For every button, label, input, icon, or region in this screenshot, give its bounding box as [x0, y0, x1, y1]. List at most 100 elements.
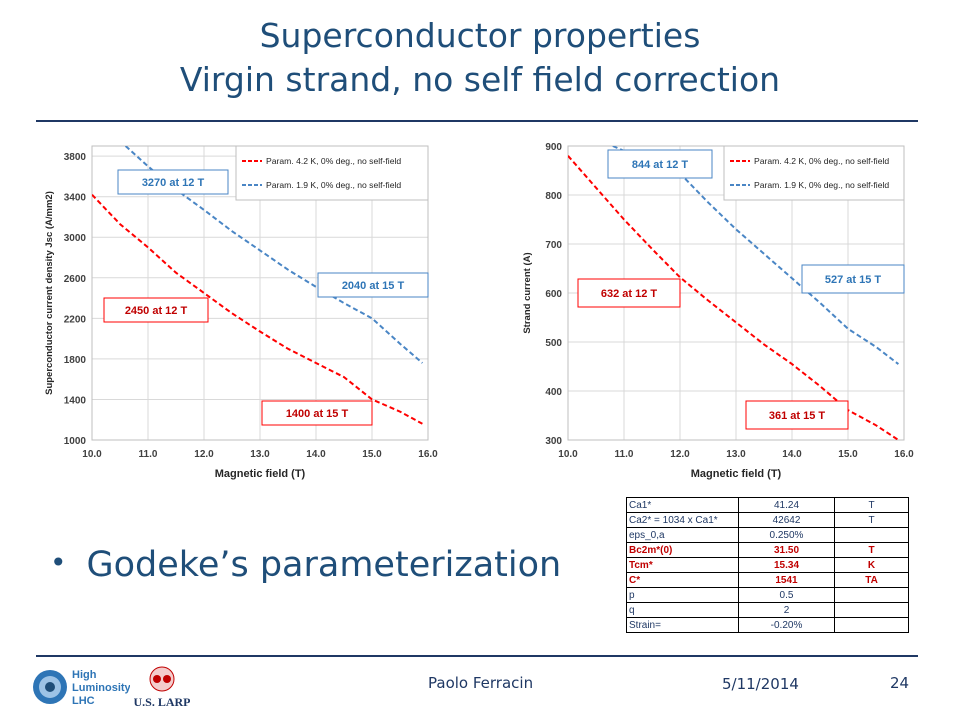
param-value: 42642	[738, 512, 835, 528]
param-unit	[834, 527, 909, 543]
x-tick-label: 14.0	[306, 449, 326, 460]
param-unit	[834, 602, 909, 618]
param-name: C*	[626, 572, 739, 588]
legend-entry: Param. 4.2 K, 0% deg., no self-field	[266, 156, 401, 166]
data-label: 844 at 12 T	[632, 159, 689, 171]
bullet-text: Godeke’s parameterization	[86, 545, 562, 585]
param-value: -0.20%	[738, 617, 835, 633]
table-row: eps_0,a 0.250%	[626, 527, 909, 543]
annotation-box	[607, 149, 713, 179]
x-tick-label: 12.0	[194, 449, 214, 460]
bullet-item: • Godeke’s parameterization	[50, 545, 561, 585]
series-line-red	[92, 194, 423, 425]
footer-divider	[36, 655, 918, 657]
param-value: 31.50	[738, 542, 835, 558]
x-tick-label: 16.0	[894, 449, 914, 460]
table-row: Ca1* 41.24 T	[626, 497, 909, 513]
slide-title: Superconductor properties Virgin strand,…	[0, 14, 960, 102]
y-tick-label: 900	[545, 142, 562, 153]
table-row: Tcm* 15.34 K	[626, 557, 909, 573]
table-row: Ca2* = 1034 x Ca1* 42642 T	[626, 512, 909, 528]
param-value: 0.5	[738, 587, 835, 603]
y-axis-label: Superconductor current density Jsc (A/mm…	[44, 191, 55, 395]
x-tick-label: 15.0	[362, 449, 382, 460]
param-value: 15.34	[738, 557, 835, 573]
logo-larp-text: U.S. LARP	[134, 695, 190, 709]
x-tick-label: 10.0	[558, 449, 578, 460]
param-unit: T	[834, 512, 909, 528]
y-axis-label: Strand current (A)	[522, 252, 533, 333]
data-label: 361 at 15 T	[769, 410, 826, 422]
y-tick-label: 2200	[64, 314, 87, 325]
y-tick-label: 500	[545, 338, 562, 349]
param-name: Ca2* = 1034 x Ca1*	[626, 512, 739, 528]
x-tick-label: 13.0	[250, 449, 270, 460]
annotation-box	[317, 272, 429, 298]
x-tick-label: 12.0	[670, 449, 690, 460]
title-line-1: Superconductor properties	[259, 16, 701, 55]
x-tick-label: 13.0	[726, 449, 746, 460]
y-tick-label: 1400	[64, 395, 87, 406]
data-label: 527 at 15 T	[825, 274, 882, 286]
logo-lhc-line3: LHC	[72, 695, 95, 707]
logo-lhc-line2: Luminosity	[72, 682, 130, 694]
x-tick-label: 14.0	[782, 449, 802, 460]
param-name: Tcm*	[626, 557, 739, 573]
y-tick-label: 1000	[64, 436, 87, 447]
param-name: Bc2m*(0)	[626, 542, 739, 558]
title-divider	[36, 120, 918, 122]
annotation-box	[745, 400, 849, 430]
title-line-2: Virgin strand, no self field correction	[179, 60, 781, 99]
series-line-blue	[612, 146, 900, 365]
data-label: 2450 at 12 T	[125, 305, 188, 317]
x-tick-label: 11.0	[615, 449, 634, 460]
param-unit	[834, 617, 909, 633]
param-value: 1541	[738, 572, 835, 588]
y-tick-label: 2600	[64, 274, 87, 285]
param-name: q	[626, 602, 739, 618]
y-tick-label: 1800	[64, 355, 87, 366]
annotation-box	[117, 169, 229, 195]
param-unit	[834, 587, 909, 603]
y-tick-label: 800	[545, 191, 562, 202]
us-larp-logo: U.S. LARP	[134, 666, 190, 709]
table-row: p 0.5	[626, 587, 909, 603]
y-tick-label: 300	[545, 436, 562, 447]
data-label: 1400 at 15 T	[286, 408, 349, 420]
param-value: 2	[738, 602, 835, 618]
param-name: eps_0,a	[626, 527, 739, 543]
footer-author: Paolo Ferracin	[428, 674, 534, 692]
y-tick-label: 600	[545, 289, 562, 300]
logo-lhc-line1: High	[72, 669, 97, 681]
param-name: Strain=	[626, 617, 739, 633]
param-value: 41.24	[738, 497, 835, 513]
page-number: 24	[890, 674, 910, 692]
data-label: 3270 at 12 T	[142, 177, 205, 189]
legend-box	[235, 145, 429, 201]
x-axis-label: Magnetic field (T)	[215, 468, 306, 480]
x-axis-label: Magnetic field (T)	[691, 468, 782, 480]
x-tick-label: 16.0	[418, 449, 438, 460]
legend-entry: Param. 1.9 K, 0% deg., no self-field	[266, 180, 401, 190]
param-unit: TA	[834, 572, 909, 588]
table-row: Bc2m*(0) 31.50 T	[626, 542, 909, 558]
param-unit: T	[834, 497, 909, 513]
footer-date: 5/11/2014	[722, 675, 799, 693]
y-tick-label: 3000	[64, 233, 87, 244]
annotation-box	[103, 297, 209, 323]
data-label: 2040 at 15 T	[342, 280, 405, 292]
x-tick-label: 10.0	[82, 449, 102, 460]
x-tick-label: 11.0	[139, 449, 158, 460]
param-unit: T	[834, 542, 909, 558]
bullet-dot: •	[50, 546, 67, 579]
table-row: C* 1541 TA	[626, 572, 909, 588]
hl-lhc-logo: High Luminosity LHC	[33, 669, 130, 707]
annotation-box	[261, 400, 373, 426]
data-label: 632 at 12 T	[601, 288, 658, 300]
annotation-box	[577, 278, 681, 308]
param-name: p	[626, 587, 739, 603]
